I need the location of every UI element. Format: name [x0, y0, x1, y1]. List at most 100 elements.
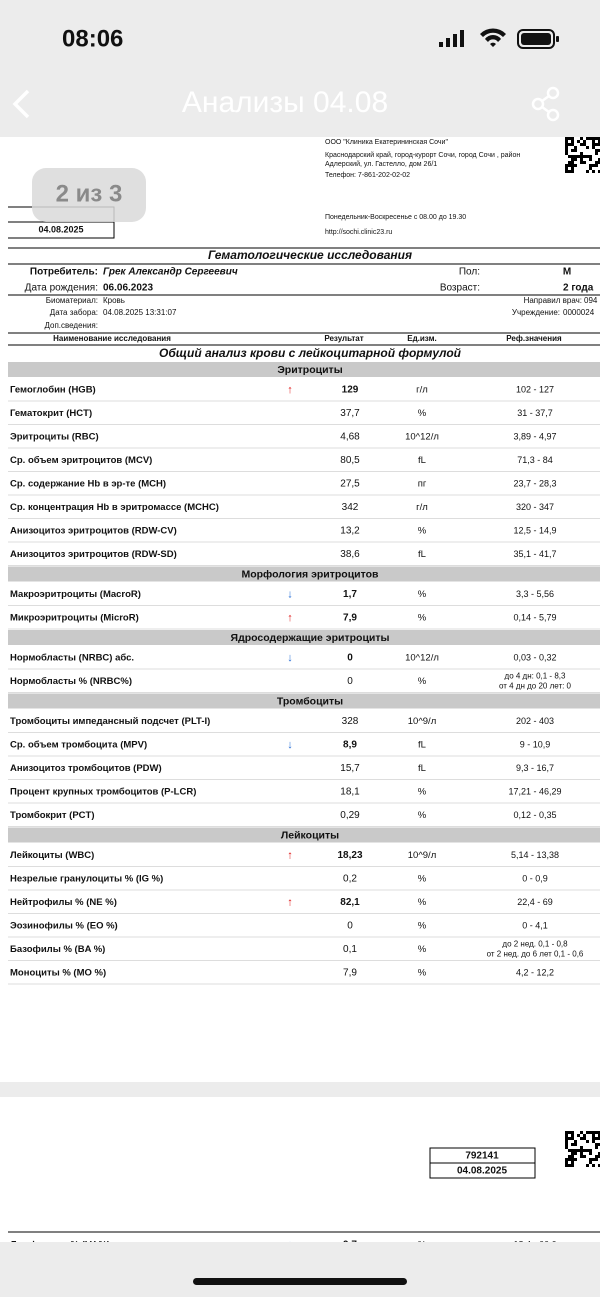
- date: 04.08.2025: [38, 224, 83, 234]
- result: 0,1: [343, 944, 357, 955]
- qr-cell: [568, 161, 571, 164]
- qr-cell: [583, 1134, 586, 1137]
- qr-cell: [568, 1164, 571, 1167]
- qr-cell: [568, 143, 571, 146]
- test-name: Нормобласты (NRBC) абс.: [10, 653, 134, 664]
- qr-cell: [592, 1140, 595, 1143]
- ref-range: от 2 нед. до 6 лет 0,1 - 0,6: [487, 950, 584, 959]
- qr-cell: [595, 1143, 598, 1146]
- result: 13,2: [340, 526, 360, 537]
- qr-cell: [583, 1137, 586, 1140]
- qr-cell: [571, 143, 574, 146]
- qr-cell: [565, 146, 568, 149]
- ref-range: 12,5 - 14,9: [513, 525, 556, 535]
- qr-cell: [589, 164, 592, 167]
- qr-cell: [574, 1140, 577, 1143]
- ref-range: 0,14 - 5,79: [513, 612, 556, 622]
- qr-cell: [580, 1131, 583, 1134]
- share-button[interactable]: [531, 86, 560, 122]
- qr-cell: [571, 170, 574, 173]
- value: 094: [584, 296, 598, 305]
- unit: %: [418, 526, 427, 537]
- qr-cell: [565, 137, 568, 140]
- unit: %: [418, 787, 427, 798]
- qr-cell: [580, 158, 583, 161]
- group-header: Ядросодержащие эритроциты: [231, 632, 390, 644]
- test-name: Гематокрит (HCT): [10, 408, 92, 419]
- qr-cell: [565, 1140, 568, 1143]
- qr-cell: [568, 170, 571, 173]
- qr-cell: [565, 167, 568, 170]
- qr-cell: [592, 1134, 595, 1137]
- qr-cell: [592, 146, 595, 149]
- time: 08:06: [62, 25, 123, 52]
- qr-cell: [571, 164, 574, 167]
- group-header-bg: [8, 693, 600, 709]
- ref-range: 202 - 403: [516, 716, 554, 726]
- group-header: Лейкоциты: [281, 829, 339, 841]
- test-name: Ср. содержание Hb в эр-те (MCH): [10, 479, 166, 490]
- flag: ↑: [287, 896, 293, 908]
- qr-cell: [577, 1149, 580, 1152]
- test-name: Эозинофилы % (EO %): [10, 921, 118, 932]
- flag: ↑: [287, 384, 293, 396]
- qr-cell: [592, 1131, 595, 1134]
- qr-cell: [589, 155, 592, 158]
- qr-cell: [592, 1158, 595, 1161]
- unit: 10^9/л: [408, 850, 437, 861]
- qr-cell: [568, 1149, 571, 1152]
- test-name: Анизоцитоз эритроцитов (RDW-CV): [10, 526, 177, 537]
- qr-cell: [589, 1152, 592, 1155]
- qr-cell: [568, 1131, 571, 1134]
- unit: %: [418, 408, 427, 419]
- qr-cell: [595, 1158, 598, 1161]
- qr-cell: [595, 1155, 598, 1158]
- qr-cell: [598, 1152, 600, 1155]
- qr-cell: [580, 137, 583, 140]
- qr-cell: [583, 155, 586, 158]
- clinic-address: Краснодарский край, город-курорт Сочи, г…: [325, 151, 520, 159]
- unit: 10^12/л: [405, 432, 439, 443]
- qr-cell: [583, 143, 586, 146]
- qr-cell: [571, 137, 574, 140]
- group-header-bg: [8, 630, 600, 645]
- unit: fL: [418, 740, 426, 751]
- unit: 10^9/л: [408, 716, 437, 727]
- result: 0,2: [343, 874, 357, 885]
- qr-cell: [598, 1143, 600, 1146]
- unit: %: [418, 968, 427, 979]
- ref-range: 9,3 - 16,7: [516, 763, 554, 773]
- qr-cell: [577, 155, 580, 158]
- flag: ↓: [287, 588, 293, 600]
- result: 18,1: [340, 787, 360, 798]
- qr-cell: [565, 1158, 568, 1161]
- qr-cell: [583, 161, 586, 164]
- test-name: Ср. концентрация Hb в эритромассе (MCHC): [10, 502, 219, 513]
- flag: ↓: [287, 739, 293, 751]
- result: 8,9: [343, 740, 357, 751]
- qr-cell: [586, 1131, 589, 1134]
- unit: %: [418, 676, 427, 687]
- result: 342: [342, 502, 359, 513]
- qr-cell: [586, 170, 589, 173]
- qr-cell: [574, 1158, 577, 1161]
- qr-cell: [589, 167, 592, 170]
- qr-cell: [571, 1149, 574, 1152]
- qr-cell: [571, 1152, 574, 1155]
- home-indicator: [193, 1278, 407, 1285]
- unit: %: [418, 810, 427, 821]
- test-name: Лейкоциты (WBC): [10, 850, 94, 861]
- ref-range: 0,03 - 0,32: [513, 652, 556, 662]
- ref-range: 102 - 127: [516, 384, 554, 394]
- back-button[interactable]: [12, 89, 30, 119]
- ref-range: 35,1 - 41,7: [513, 549, 556, 559]
- value: Грек Александр Сергеевич: [103, 267, 238, 278]
- unit: fL: [418, 455, 426, 466]
- qr-cell: [568, 137, 571, 140]
- qr-cell: [580, 161, 583, 164]
- ref-range: от 4 дн до 20 лет: 0: [499, 682, 572, 691]
- qr-cell: [592, 143, 595, 146]
- qr-cell: [592, 140, 595, 143]
- qr-cell: [574, 155, 577, 158]
